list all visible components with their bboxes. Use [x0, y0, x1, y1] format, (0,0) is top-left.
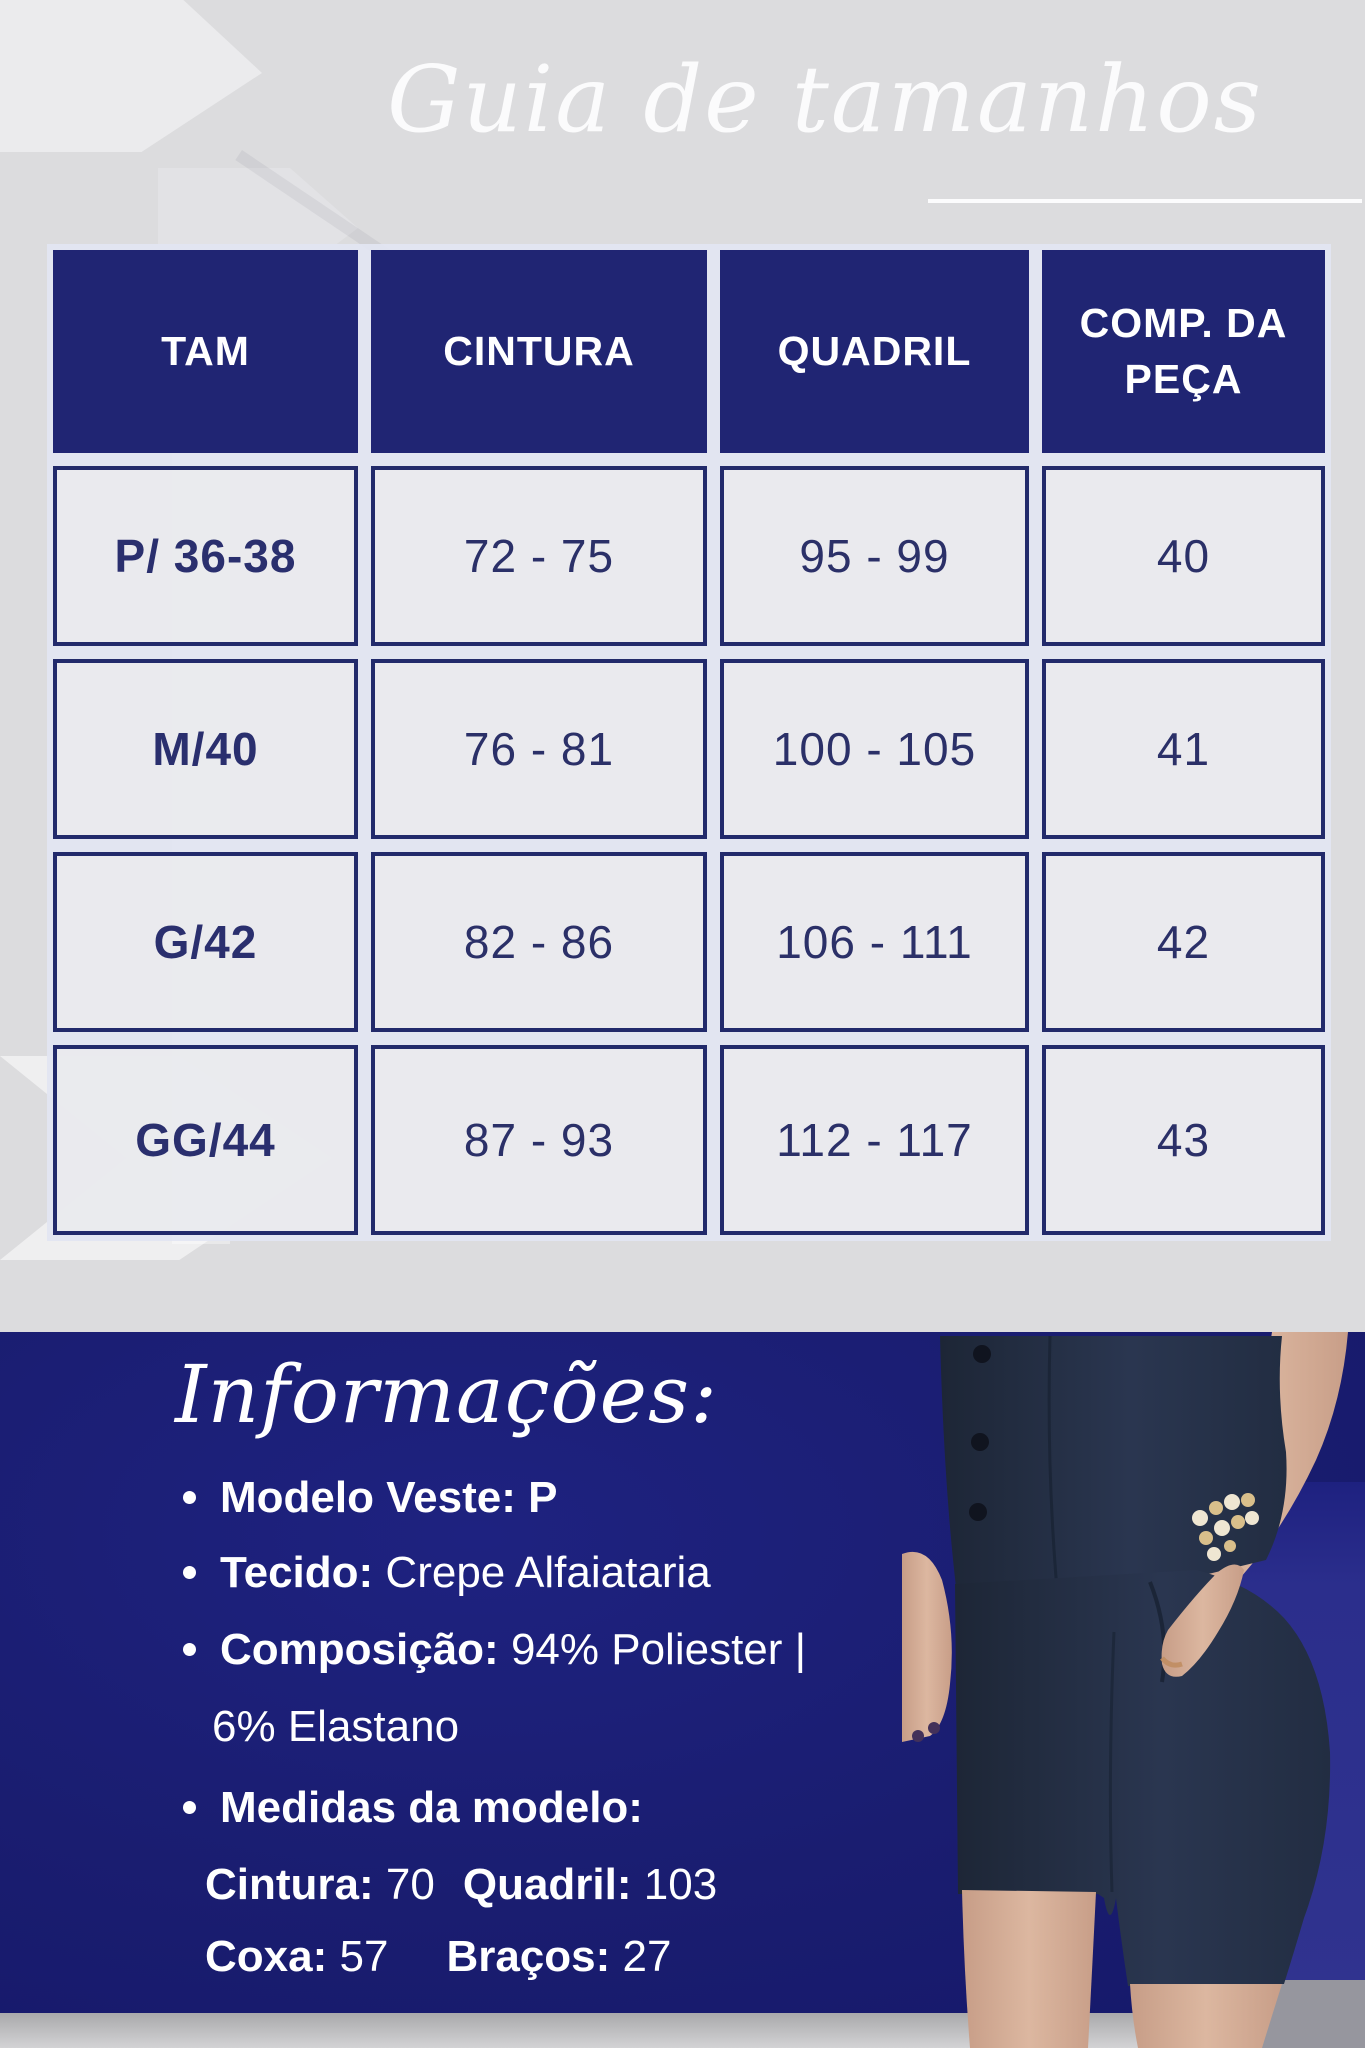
measure-value: 103 [643, 1860, 718, 1909]
measure-value: 57 [339, 1932, 389, 1981]
measure-label: Coxa: [205, 1932, 328, 1981]
info-value: Crepe Alfaiataria [385, 1548, 711, 1597]
pearl-bracelet [1192, 1493, 1259, 1561]
nail-polish [912, 1730, 924, 1742]
table-cell: 43 [1042, 1045, 1325, 1235]
page-title: Guia de tamanhos [387, 46, 1263, 153]
info-item-composicao-cont: 6% Elastano [212, 1700, 459, 1754]
column-header-quadril: QUADRIL [720, 250, 1029, 453]
info-label: Composição: [220, 1625, 499, 1674]
table-cell: 87 - 93 [371, 1045, 707, 1235]
model-leg-left [962, 1890, 1096, 2048]
arrow-watermark-top-left [0, 0, 262, 152]
table-cell: 72 - 75 [371, 466, 707, 646]
info-value: 6% Elastano [212, 1702, 460, 1751]
table-cell: 76 - 81 [371, 659, 707, 839]
info-item-medidas-2: Coxa: 57 Braços: 27 [205, 1930, 671, 1984]
nail-polish [928, 1722, 940, 1734]
table-cell: 82 - 86 [371, 852, 707, 1032]
vest-button [973, 1345, 991, 1363]
navy-vest [940, 1336, 1287, 1632]
vest-button [971, 1433, 989, 1451]
table-cell-size: M/40 [53, 659, 358, 839]
bullet-dot-icon [183, 1565, 196, 1579]
table-cell: 40 [1042, 466, 1325, 646]
measure-value: 27 [622, 1932, 672, 1981]
model-hand [1161, 1564, 1244, 1677]
column-header-tam: TAM [53, 250, 358, 453]
info-label: Modelo Veste: [220, 1473, 516, 1522]
table-cell: 41 [1042, 659, 1325, 839]
info-item-modelo-veste: Modelo Veste: P [183, 1471, 557, 1525]
model-leg-right [1130, 1984, 1282, 2048]
measure-label: Braços: [446, 1932, 611, 1981]
bullet-dot-icon [183, 1800, 196, 1814]
info-label: Tecido: [220, 1548, 374, 1597]
product-photo [900, 1332, 1365, 2048]
size-guide-table: TAM CINTURA QUADRIL COMP. DA PEÇA P/ 36-… [47, 244, 1331, 1241]
info-item-medidas-1: Cintura: 70 Quadril: 103 [205, 1858, 717, 1912]
info-value: P [528, 1473, 558, 1522]
gold-ring [1160, 1656, 1183, 1668]
table-cell: 42 [1042, 852, 1325, 1032]
model-left-arm [902, 1551, 952, 1742]
info-title: Informações: [175, 1348, 719, 1441]
bullet-dot-icon [183, 1490, 196, 1504]
navy-shorts [955, 1570, 1331, 1986]
pocket-seam [1148, 1581, 1167, 1683]
column-header-comp: COMP. DA PEÇA [1042, 250, 1325, 453]
table-cell-size: P/ 36-38 [53, 466, 358, 646]
column-header-cintura: CINTURA [371, 250, 707, 453]
measure-label: Quadril: [462, 1860, 632, 1909]
shorts-seam [1108, 1631, 1116, 1893]
table-cell: 112 - 117 [720, 1045, 1029, 1235]
table-cell: 95 - 99 [720, 466, 1029, 646]
measure-value: 70 [385, 1860, 435, 1909]
bullet-dot-icon [183, 1642, 196, 1656]
table-cell: 106 - 111 [720, 852, 1029, 1032]
vest-button [969, 1503, 987, 1521]
info-item-composicao: Composição: 94% Poliester | [183, 1623, 806, 1677]
info-label: Medidas da modelo: [220, 1783, 643, 1832]
measure-label: Cintura: [205, 1860, 374, 1909]
info-item-medidas-title: Medidas da modelo: [183, 1781, 643, 1835]
table-cell: 100 - 105 [720, 659, 1029, 839]
info-item-tecido: Tecido: Crepe Alfaiataria [183, 1546, 711, 1600]
table-cell-size: GG/44 [53, 1045, 358, 1235]
table-cell-size: G/42 [53, 852, 358, 1032]
title-underline [928, 199, 1362, 203]
product-photo-illustration [902, 1332, 1365, 2048]
info-value: 94% Poliester | [510, 1625, 807, 1674]
